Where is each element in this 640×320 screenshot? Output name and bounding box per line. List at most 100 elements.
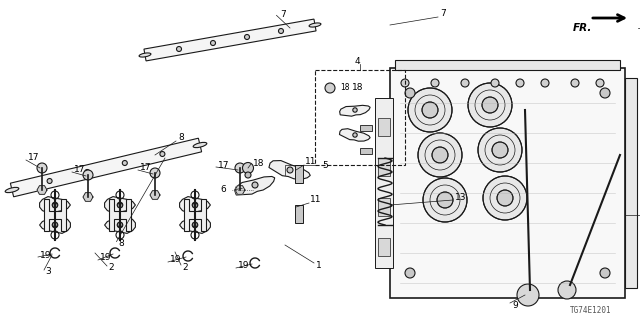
Polygon shape [37, 186, 47, 194]
Circle shape [47, 179, 52, 183]
Circle shape [192, 202, 198, 208]
Circle shape [150, 168, 160, 178]
Circle shape [497, 190, 513, 206]
Ellipse shape [5, 188, 19, 193]
Circle shape [401, 79, 409, 87]
Circle shape [122, 161, 127, 165]
Polygon shape [269, 161, 310, 179]
Polygon shape [184, 199, 206, 231]
Polygon shape [10, 138, 202, 197]
Circle shape [353, 133, 357, 137]
Bar [360, 125, 372, 131]
Text: 1: 1 [316, 260, 322, 269]
Text: 19: 19 [100, 253, 111, 262]
Circle shape [192, 222, 198, 228]
Polygon shape [339, 129, 370, 141]
Circle shape [160, 151, 165, 156]
Circle shape [405, 88, 415, 98]
Bar [315, 70, 405, 165]
Circle shape [244, 35, 250, 39]
Circle shape [287, 167, 293, 173]
Circle shape [483, 176, 527, 220]
Circle shape [517, 284, 539, 306]
Circle shape [83, 170, 93, 180]
Polygon shape [44, 199, 66, 231]
Circle shape [52, 222, 58, 227]
Text: 4: 4 [355, 58, 360, 67]
Circle shape [418, 133, 462, 177]
Circle shape [432, 147, 448, 163]
Ellipse shape [309, 23, 321, 27]
Text: 18: 18 [352, 84, 364, 92]
Polygon shape [40, 196, 70, 213]
Text: 17: 17 [74, 165, 86, 174]
Bar [378, 198, 390, 216]
Circle shape [243, 163, 253, 173]
Ellipse shape [193, 142, 207, 148]
Polygon shape [104, 217, 136, 233]
Circle shape [423, 178, 467, 222]
Bar [378, 158, 390, 176]
Polygon shape [144, 19, 316, 61]
Circle shape [325, 83, 335, 93]
Circle shape [84, 170, 90, 174]
Circle shape [431, 79, 439, 87]
Circle shape [118, 203, 122, 208]
Polygon shape [83, 193, 93, 201]
Text: 3: 3 [45, 268, 51, 276]
Bar [390, 68, 625, 298]
Circle shape [491, 79, 499, 87]
Circle shape [193, 222, 197, 227]
Circle shape [408, 88, 452, 132]
Circle shape [461, 79, 469, 87]
Text: 18: 18 [253, 158, 264, 167]
Ellipse shape [139, 53, 151, 57]
Circle shape [600, 88, 610, 98]
Polygon shape [340, 105, 370, 116]
Text: 8: 8 [118, 239, 124, 248]
Circle shape [596, 79, 604, 87]
Text: 11: 11 [305, 157, 317, 166]
Polygon shape [40, 217, 70, 233]
Polygon shape [235, 176, 275, 195]
Text: 5: 5 [322, 161, 328, 170]
Text: 7: 7 [280, 10, 286, 19]
Bar [378, 118, 390, 136]
Bar [395, 60, 620, 70]
Circle shape [117, 222, 123, 228]
Circle shape [558, 281, 576, 299]
Text: 19: 19 [40, 251, 51, 260]
Circle shape [478, 128, 522, 172]
Circle shape [492, 142, 508, 158]
Text: 9: 9 [512, 300, 518, 309]
Circle shape [235, 163, 245, 173]
Circle shape [405, 268, 415, 278]
Circle shape [177, 46, 182, 52]
Bar [625, 78, 637, 288]
Text: 19: 19 [238, 261, 250, 270]
Circle shape [437, 192, 453, 208]
Polygon shape [180, 217, 211, 233]
Text: 11: 11 [310, 196, 321, 204]
Bar [375, 98, 393, 268]
Text: 17: 17 [140, 164, 152, 172]
Circle shape [52, 222, 58, 228]
Polygon shape [150, 191, 160, 199]
Circle shape [52, 202, 58, 208]
Text: 19: 19 [170, 255, 182, 265]
Text: FR.: FR. [573, 23, 593, 33]
Text: 8: 8 [178, 133, 184, 142]
Text: 6: 6 [220, 186, 226, 195]
Polygon shape [109, 199, 131, 231]
Circle shape [516, 79, 524, 87]
Bar [378, 238, 390, 256]
Text: 2: 2 [108, 263, 114, 273]
Polygon shape [104, 196, 136, 213]
Circle shape [600, 268, 610, 278]
Circle shape [117, 202, 123, 208]
Circle shape [278, 28, 284, 34]
Text: TG74E1201: TG74E1201 [570, 306, 612, 315]
Text: 17: 17 [218, 161, 230, 170]
Circle shape [353, 108, 357, 112]
Circle shape [52, 203, 58, 208]
